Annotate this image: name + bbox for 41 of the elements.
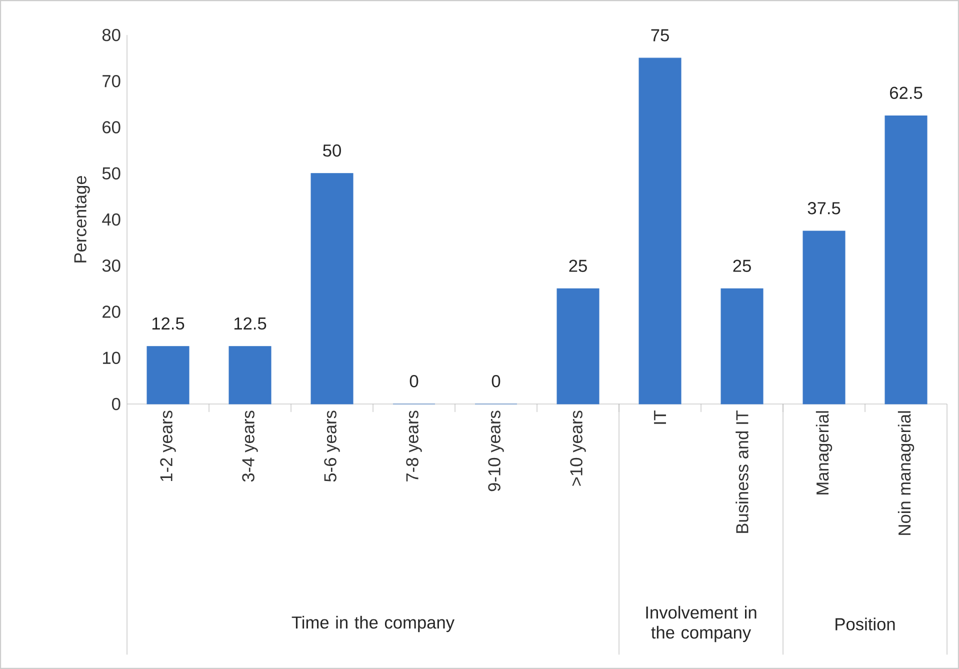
data-label: 12.5 — [152, 317, 184, 330]
x-tick-label: 1-2 years — [160, 410, 176, 481]
text: Time in the company — [292, 616, 454, 632]
y-tick-label: 80 — [102, 28, 120, 42]
bar — [884, 115, 928, 404]
y-tick-label: 30 — [102, 259, 120, 272]
bar — [556, 288, 600, 404]
data-label: 37.5 — [808, 202, 840, 214]
x-tick-label: >10 years — [570, 410, 586, 486]
data-label: 25 — [733, 260, 751, 272]
bar — [310, 173, 354, 404]
x-tick-label: Noin managerial — [898, 411, 914, 535]
bar — [146, 346, 190, 404]
data-label: 0 — [410, 375, 418, 388]
bar — [802, 230, 846, 404]
y-tick-label: 60 — [102, 121, 120, 134]
x-tick-label: 9-10 years — [488, 410, 504, 492]
y-tick-label: 20 — [102, 306, 120, 318]
y-axis-title: Percentage — [74, 176, 90, 262]
y-tick-label: 50 — [102, 167, 120, 180]
bar — [228, 346, 272, 404]
y-tick-label: 70 — [102, 74, 120, 88]
y-tick-label: 10 — [103, 352, 120, 364]
x-tick-label: 3-4 years — [242, 410, 258, 482]
x-tick-label: 5-6 years — [324, 410, 340, 482]
y-tick-label: 40 — [102, 213, 120, 226]
data-label: 0 — [492, 375, 500, 388]
x-tick-label: IT — [654, 410, 666, 424]
data-label: 25 — [569, 260, 587, 272]
data-label: 12.5 — [234, 317, 266, 330]
y-tick-label: 0 — [112, 398, 120, 410]
data-label: 75 — [651, 29, 669, 42]
text: Position — [836, 618, 895, 630]
data-label: 62.5 — [890, 86, 922, 100]
bar — [638, 58, 682, 404]
x-tick-label: 7-8 years — [406, 410, 422, 482]
x-tick-label: Business and IT — [736, 410, 748, 533]
data-label: 50 — [323, 144, 341, 157]
text: Involvement in the company — [646, 606, 756, 642]
bar — [720, 288, 764, 404]
x-tick-label: Managerial — [816, 411, 832, 494]
